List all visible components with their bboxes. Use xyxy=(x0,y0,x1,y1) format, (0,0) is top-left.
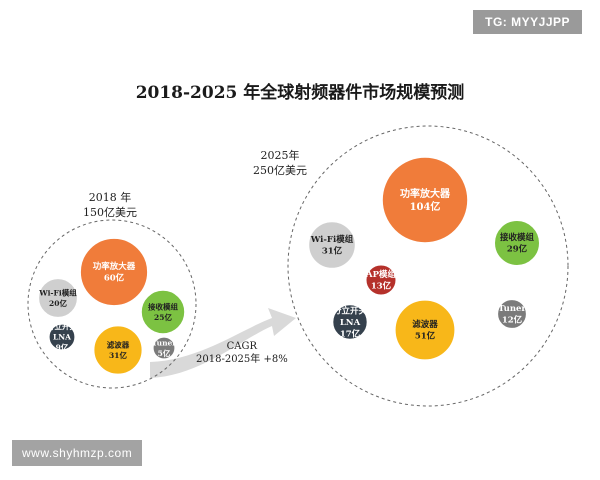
group-2025-total: 250亿美元 xyxy=(253,164,307,177)
bubble-tuner xyxy=(496,298,528,330)
bubble-name-label: 分立开关 xyxy=(47,321,77,331)
bubble-value-label: 104亿 xyxy=(410,200,441,213)
bubble-value-label: 25亿 xyxy=(154,312,172,322)
group-outline-circle xyxy=(27,219,197,389)
bubble-value-label: 9亿 xyxy=(56,342,69,352)
bubble-wifi xyxy=(308,221,357,270)
bubble-switch_lna xyxy=(332,304,368,340)
bubble-name-label: Wi-Fi模组 xyxy=(310,234,354,245)
bubble-switch_lna xyxy=(48,323,76,351)
bubble-wifi xyxy=(37,277,79,319)
cagr-value: 2018-2025年 +8% xyxy=(196,354,288,365)
chart-title: 2018-2025 年全球射频器件市场规模预测 xyxy=(135,83,465,103)
bubble-name-label: Tuner xyxy=(498,304,526,314)
bubble-name-label: 功率放大器 xyxy=(93,261,136,272)
watermark-bottom: www.shyhmzp.com xyxy=(12,440,143,466)
bubble-value-label: 20亿 xyxy=(49,298,67,308)
cagr-annotation: CAGR 2018-2025年 +8% xyxy=(196,340,288,366)
cagr-label: CAGR xyxy=(226,341,258,352)
group-2018-total: 150亿美元 xyxy=(83,206,137,219)
bubble-name-label: 滤波器 xyxy=(412,319,438,330)
bubble-filter xyxy=(394,299,456,361)
group-outline-circle xyxy=(287,125,569,407)
bubble-name-label: AP模组 xyxy=(365,269,396,280)
bubble-value-label: 60亿 xyxy=(104,273,125,284)
bubble-value-label: 12亿 xyxy=(502,315,523,326)
bubble-value-label: 31亿 xyxy=(322,246,343,257)
bubble-value-label: 29亿 xyxy=(507,244,528,255)
bubble-value-label: 5亿 xyxy=(158,348,171,358)
bubble-name-label: 分立开关 xyxy=(333,305,368,316)
bubble-name-label: Wi-Fi模组 xyxy=(38,287,77,297)
bubble-tuner xyxy=(152,336,176,360)
bubble-name-label: 功率放大器 xyxy=(400,187,451,200)
bubble-filter xyxy=(93,325,143,375)
bubble-value-label: 31亿 xyxy=(109,350,127,360)
bubble-name-label: Tuner xyxy=(152,338,178,347)
bubble-amplifier xyxy=(381,156,469,244)
group-2025-year: 2025年 xyxy=(260,149,300,162)
bubble-value-label: 13亿 xyxy=(371,281,392,292)
cagr-arrow xyxy=(150,308,296,378)
group-2025-label: 2025年 250亿美元 xyxy=(240,148,320,178)
watermark-top: TG: MYYJJPP xyxy=(473,10,582,34)
group-2018-year: 2018 年 xyxy=(88,191,132,204)
bubble-ap xyxy=(365,264,397,296)
bubble-receiver xyxy=(140,289,186,335)
bubble-amplifier xyxy=(79,237,149,307)
bubble-name-label: 接收模组 xyxy=(148,301,178,311)
bubble-name-label: 接收模组 xyxy=(500,232,535,243)
bubble-receiver xyxy=(493,219,541,267)
bubble-value-label: 17亿 xyxy=(340,328,361,339)
bubble-value-label: 51亿 xyxy=(415,331,436,342)
group-2018-label: 2018 年 150亿美元 xyxy=(70,190,150,220)
bubble-name-label: LNA xyxy=(340,318,361,328)
bubble-name-label: 滤波器 xyxy=(107,339,130,349)
bubble-name-label: LNA xyxy=(53,333,71,342)
